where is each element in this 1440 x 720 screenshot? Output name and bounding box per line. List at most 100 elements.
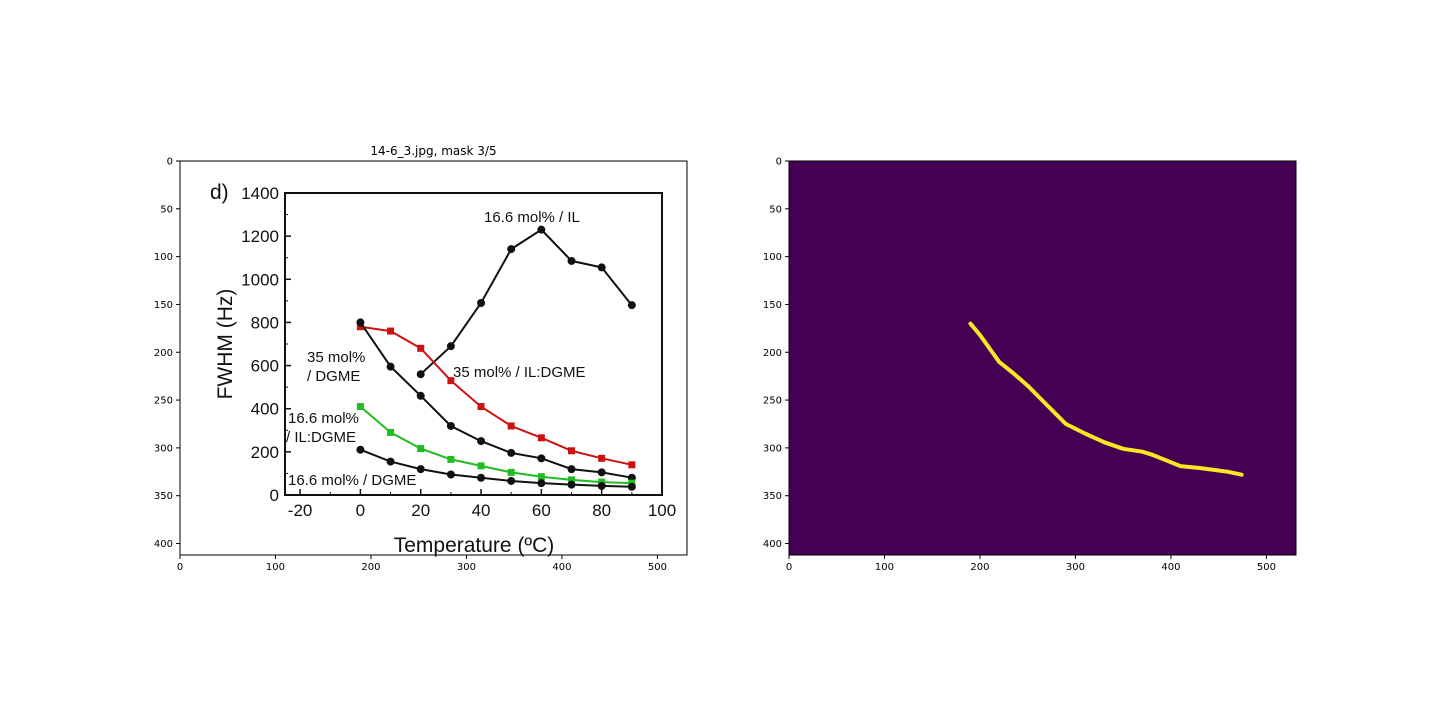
embedded-x-label: Temperature (ºC) xyxy=(394,534,555,557)
left-x-tick-label: 200 xyxy=(361,562,380,573)
left-y-tick-label: 100 xyxy=(154,252,173,263)
series-point-1 xyxy=(447,377,455,385)
annotation-35-il-dgme: 35 mol% / IL:DGME xyxy=(453,364,586,381)
right-y-tick-label: 0 xyxy=(776,157,782,168)
embedded-y-tick-label: 600 xyxy=(251,357,279,376)
annotation-35-dgme: / DGME xyxy=(307,368,360,385)
series-point-3 xyxy=(387,428,395,436)
annotation-16-il: 16.6 mol% / IL xyxy=(484,209,580,226)
left-y-tick-label: 150 xyxy=(154,300,173,311)
series-point-2 xyxy=(597,468,606,477)
embedded-y-label: FWHM (Hz) xyxy=(214,289,237,400)
series-point-0 xyxy=(477,299,486,308)
series-line-1 xyxy=(360,325,633,466)
right-x-tick-label: 500 xyxy=(1257,562,1276,573)
right-y-tick-label: 300 xyxy=(763,443,782,454)
series-point-3 xyxy=(356,403,364,411)
left-x-tick-label: 300 xyxy=(457,562,476,573)
embedded-x-tick-label: 0 xyxy=(356,501,365,520)
left-y-tick-label: 0 xyxy=(167,157,173,168)
series-line-3 xyxy=(359,405,632,485)
series-point-3 xyxy=(537,473,545,481)
series-point-0 xyxy=(597,263,606,272)
right-y-tick-label: 350 xyxy=(763,491,782,502)
annotation-16-il-dgme: / IL:DGME xyxy=(286,429,356,446)
series-point-0 xyxy=(416,370,425,379)
series-point-2 xyxy=(567,465,576,474)
series-point-0 xyxy=(627,301,636,310)
right-y-tick-label: 50 xyxy=(769,204,782,215)
series-point-4 xyxy=(567,480,576,489)
right-y-tick-label: 400 xyxy=(763,539,782,550)
right-y-tick-label: 250 xyxy=(763,396,782,407)
right-x-tick-label: 400 xyxy=(1161,562,1180,573)
series-point-3 xyxy=(568,476,576,484)
right-y-axis: 0 50 100 150 200 250 300 350 400 xyxy=(763,157,789,550)
series-point-1 xyxy=(537,434,545,442)
mask-image xyxy=(788,160,1297,556)
right-y-tick-label: 150 xyxy=(763,300,782,311)
left-image-panel: 14-6_3.jpg, mask 3/5 0 100 200 300 400 500 05… xyxy=(154,144,688,573)
left-y-tick-label: 350 xyxy=(154,491,173,502)
annotation-16-dgme: 16.6 mol% / DGME xyxy=(288,472,416,489)
series-point-0 xyxy=(567,256,576,265)
right-y-tick-label: 200 xyxy=(763,348,782,359)
left-y-tick-label: 300 xyxy=(154,443,173,454)
series-point-4 xyxy=(416,465,425,474)
series-point-3 xyxy=(417,445,425,453)
left-x-tick-label: 500 xyxy=(648,562,667,573)
embedded-y-axis: 0 200 400 600 800 1000 1200 1400 xyxy=(241,184,291,505)
left-y-tick-label: 200 xyxy=(154,348,173,359)
embedded-x-tick-label: 40 xyxy=(472,501,491,520)
embedded-y-tick-label: 1000 xyxy=(241,270,279,289)
embedded-x-tick-label: 100 xyxy=(648,501,676,520)
series-point-4 xyxy=(477,473,486,482)
embedded-y-tick-label: 1400 xyxy=(241,184,279,203)
series-point-1 xyxy=(387,327,395,335)
left-panel-title: 14-6_3.jpg, mask 3/5 xyxy=(370,144,496,158)
series-point-2 xyxy=(416,391,425,400)
embedded-y-tick-label: 200 xyxy=(251,443,279,462)
series-point-2 xyxy=(537,454,546,463)
embedded-x-tick-label: 60 xyxy=(532,501,551,520)
series-point-4 xyxy=(386,457,395,466)
embedded-y-tick-label: 800 xyxy=(251,313,279,332)
series-point-0 xyxy=(537,225,546,234)
annotation-16: 16.6 mol% xyxy=(288,410,359,427)
right-x-axis: 0 100 200 300 400 500 xyxy=(786,555,1276,573)
embedded-y-tick-label: 0 xyxy=(270,486,279,505)
series-point-3 xyxy=(447,455,455,463)
series-point-1 xyxy=(356,323,364,331)
series-point-2 xyxy=(507,448,516,457)
series-line-4 xyxy=(360,448,632,488)
series-point-0 xyxy=(507,245,516,254)
left-x-tick-label: 400 xyxy=(552,562,571,573)
embedded-series xyxy=(356,225,636,491)
series-point-4 xyxy=(507,476,516,485)
series-point-1 xyxy=(507,422,515,430)
left-y-tick-label: 250 xyxy=(154,396,173,407)
left-x-axis: 0 100 200 300 400 500 xyxy=(177,555,667,573)
series-point-2 xyxy=(356,318,365,327)
left-x-tick-label: 100 xyxy=(266,562,285,573)
annotation-35: 35 mol% xyxy=(307,349,365,366)
embedded-y-tick-label: 1200 xyxy=(241,227,279,246)
series-point-1 xyxy=(628,461,636,469)
series-point-1 xyxy=(417,344,425,352)
right-x-tick-label: 0 xyxy=(786,562,792,573)
series-point-3 xyxy=(477,462,485,470)
series-line-0 xyxy=(420,228,633,375)
series-point-1 xyxy=(568,447,576,455)
series-point-4 xyxy=(356,445,365,454)
right-x-tick-label: 200 xyxy=(970,562,989,573)
series-point-1 xyxy=(477,403,485,411)
series-point-4 xyxy=(627,482,636,491)
embedded-y-tick-label: 400 xyxy=(251,400,279,419)
series-point-2 xyxy=(386,362,395,371)
series-point-3 xyxy=(507,468,515,476)
embedded-chart: -20 0 20 40 60 80 100 0 200 400 600 800 1000 1200 140… xyxy=(210,181,676,557)
right-mask-panel: 0 100 200 300 400 500 0 50 100 150 200 250 300 350 40… xyxy=(763,157,1297,573)
series-point-1 xyxy=(598,454,606,462)
series-point-2 xyxy=(477,437,486,446)
